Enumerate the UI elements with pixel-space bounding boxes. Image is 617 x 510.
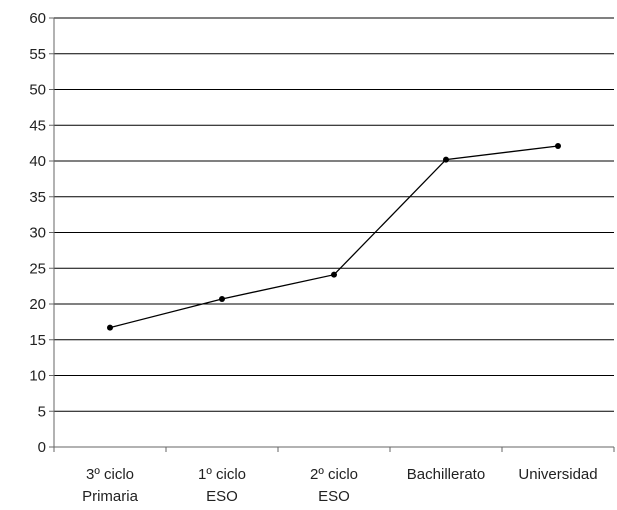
y-tick-label: 10 — [29, 368, 46, 385]
plot-area — [107, 142, 561, 331]
data-point — [107, 324, 113, 331]
y-tick-label: 5 — [38, 403, 46, 420]
x-category-label: Universidad — [518, 466, 597, 483]
data-point — [443, 156, 449, 163]
series-line — [109, 145, 559, 329]
x-category-label: 3º ciclo Primaria — [82, 466, 138, 505]
data-point — [331, 271, 337, 278]
y-tick-label: 25 — [29, 260, 46, 277]
x-axis-category-labels: 3º ciclo Primaria 1º ciclo ESO 2º ciclo ESO Ba… — [82, 466, 598, 505]
data-point — [219, 295, 225, 302]
y-tick-label: 45 — [29, 117, 46, 134]
y-tick-label: 50 — [29, 82, 46, 99]
y-tick-label: 35 — [29, 189, 46, 206]
grid-lines — [49, 17, 615, 452]
y-tick-label: 15 — [29, 332, 46, 349]
y-tick-label: 20 — [29, 296, 46, 313]
data-point — [555, 142, 561, 149]
y-tick-label: 40 — [29, 153, 46, 170]
x-category-label: 1º ciclo ESO — [198, 466, 246, 505]
y-tick-label: 30 — [29, 225, 46, 242]
x-category-label: Bachillerato — [407, 466, 485, 483]
y-axis-tick-labels: 0 5 10 15 20 25 30 35 40 45 50 55 60 — [29, 10, 46, 456]
y-tick-label: 55 — [29, 46, 46, 63]
x-category-label: 2º ciclo ESO — [310, 466, 358, 505]
y-tick-label: 0 — [38, 439, 46, 456]
y-tick-label: 60 — [29, 10, 46, 27]
